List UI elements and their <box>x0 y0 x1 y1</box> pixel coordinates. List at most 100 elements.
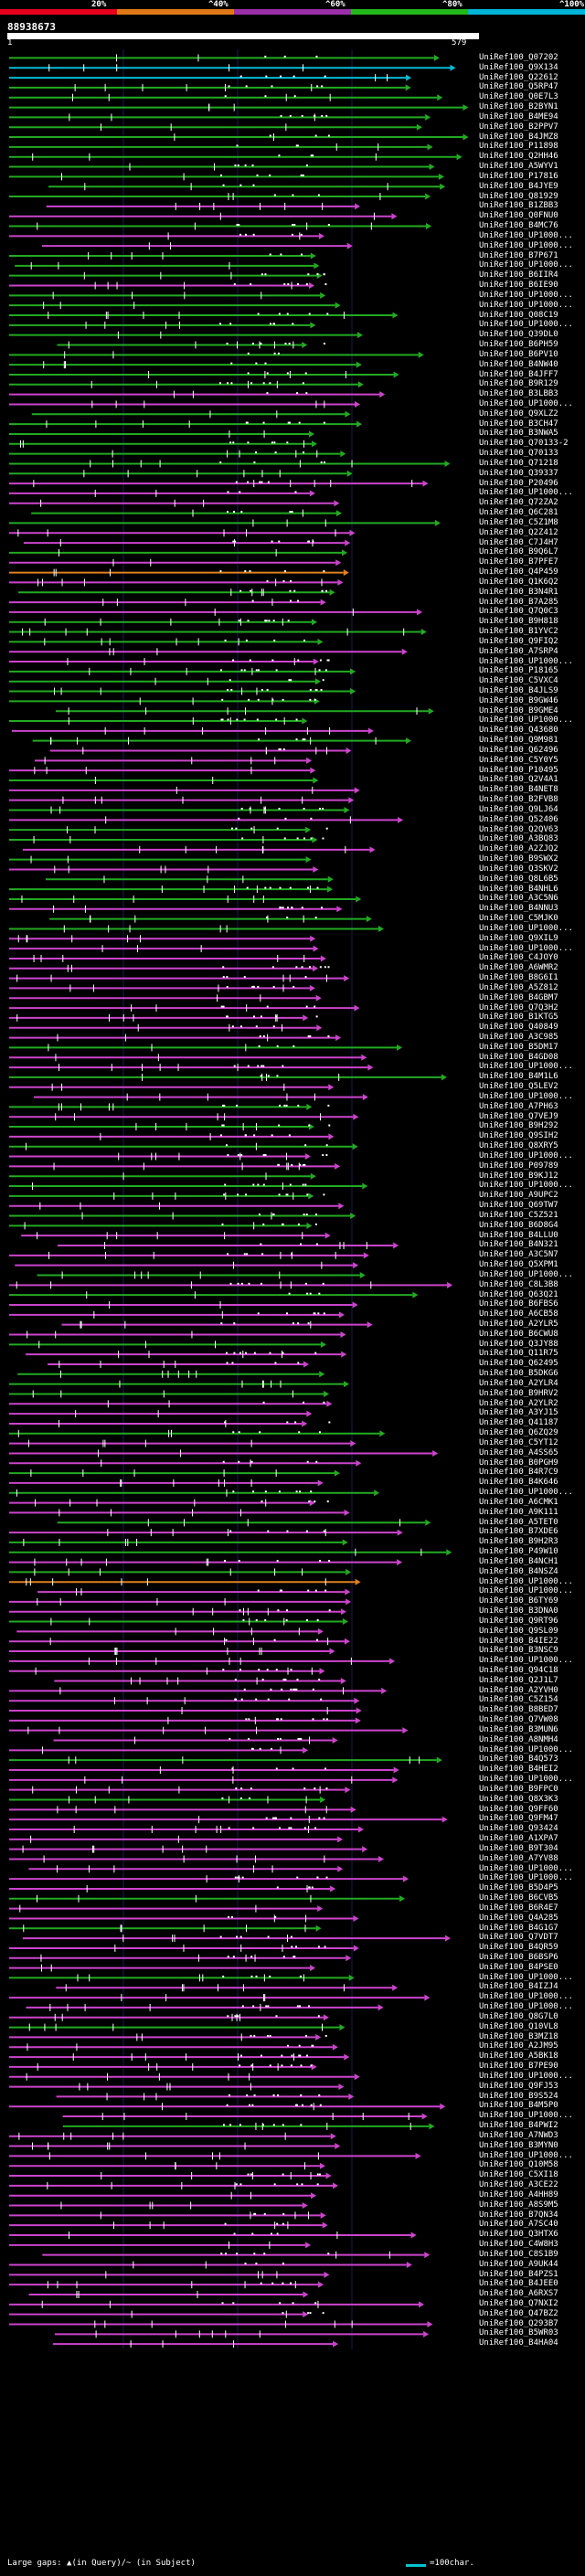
hit-label[interactable]: UniRef100_Q9FIQ2 <box>479 636 558 646</box>
hit-label[interactable]: UniRef100_UP1000... <box>479 320 573 330</box>
hit-label[interactable]: UniRef100_B3NWA5 <box>479 429 558 439</box>
hit-label[interactable]: UniRef100_Q62496 <box>479 745 558 755</box>
hit-label[interactable]: UniRef100_B4HA04 <box>479 2338 558 2348</box>
hit-label[interactable]: UniRef100_B8G6I1 <box>479 973 558 983</box>
hit-label[interactable]: UniRef100_Q62495 <box>479 1359 558 1369</box>
hit-label[interactable]: UniRef100_B6PH59 <box>479 340 558 350</box>
hit-label[interactable]: UniRef100_Q5LEV2 <box>479 1082 558 1092</box>
hit-label[interactable]: UniRef100_B2FVB8 <box>479 795 558 805</box>
hit-label[interactable]: UniRef100_Q5XPM1 <box>479 1260 558 1270</box>
hit-label[interactable]: UniRef100_A7PH63 <box>479 1101 558 1111</box>
hit-label[interactable]: UniRef100_Q8G7L0 <box>479 2011 558 2021</box>
hit-label[interactable]: UniRef100_B3DNA0 <box>479 1606 558 1617</box>
hit-label[interactable]: UniRef100_A3C5N7 <box>479 1250 558 1260</box>
hit-label[interactable]: UniRef100_Q2J1L7 <box>479 1675 558 1685</box>
hit-label[interactable]: UniRef100_UP1000... <box>479 1656 573 1666</box>
hit-label[interactable]: UniRef100_Q9SL09 <box>479 1626 558 1636</box>
hit-label[interactable]: UniRef100_A5WYV1 <box>479 162 558 172</box>
hit-label[interactable]: UniRef100_B4K646 <box>479 1478 558 1488</box>
hit-label[interactable]: UniRef100_B9H2R3 <box>479 1537 558 1547</box>
hit-label[interactable]: UniRef100_Q0FNU0 <box>479 211 558 221</box>
hit-label[interactable]: UniRef100_UP1000... <box>479 2002 573 2012</box>
hit-label[interactable]: UniRef100_A1XPA7 <box>479 1834 558 1844</box>
hit-label[interactable]: UniRef100_Q08C19 <box>479 310 558 320</box>
hit-label[interactable]: UniRef100_C8L3B8 <box>479 1279 558 1289</box>
hit-label[interactable]: UniRef100_C5Y0Y5 <box>479 755 558 765</box>
hit-label[interactable]: UniRef100_A2YVH0 <box>479 1685 558 1695</box>
hit-label[interactable]: UniRef100_P09789 <box>479 1161 558 1171</box>
hit-label[interactable]: UniRef100_Q9FF60 <box>479 1804 558 1814</box>
hit-label[interactable]: UniRef100_Q2HH46 <box>479 152 558 162</box>
hit-label[interactable]: UniRef100_UP1000... <box>479 1873 573 1883</box>
hit-label[interactable]: UniRef100_UP1000... <box>479 2071 573 2081</box>
hit-label[interactable]: UniRef100_UP1000... <box>479 716 573 726</box>
hit-label[interactable]: UniRef100_B4IE22 <box>479 1636 558 1646</box>
hit-label[interactable]: UniRef100_Q10VL8 <box>479 2021 558 2031</box>
hit-label[interactable]: UniRef100_B4ME94 <box>479 111 558 122</box>
hit-label[interactable]: UniRef100_C7J4H7 <box>479 537 558 547</box>
hit-label[interactable]: UniRef100_A5BK18 <box>479 2051 558 2062</box>
hit-label[interactable]: UniRef100_B7PFE7 <box>479 557 558 567</box>
hit-label[interactable]: UniRef100_UP1000... <box>479 1972 573 1982</box>
hit-label[interactable]: UniRef100_A4SS65 <box>479 1447 558 1458</box>
hit-label[interactable]: UniRef100_B4NNU3 <box>479 904 558 914</box>
hit-label[interactable]: UniRef100_B3NSC9 <box>479 1646 558 1656</box>
hit-label[interactable]: UniRef100_Q70133-2 <box>479 439 569 449</box>
hit-label[interactable]: UniRef100_Q9FJ53 <box>479 2081 558 2091</box>
hit-label[interactable]: UniRef100_Q7NXI2 <box>479 2298 558 2308</box>
hit-label[interactable]: UniRef100_B7P671 <box>479 250 558 260</box>
hit-label[interactable]: UniRef100_B4M5P0 <box>479 2101 558 2111</box>
hit-label[interactable]: UniRef100_B5DKG6 <box>479 1369 558 1379</box>
hit-label[interactable]: UniRef100_B9SWX2 <box>479 854 558 864</box>
hit-label[interactable]: UniRef100_Q43680 <box>479 726 558 736</box>
hit-label[interactable]: UniRef100_P49W10 <box>479 1547 558 1557</box>
hit-label[interactable]: UniRef100_Q1K6Q2 <box>479 577 558 587</box>
hit-label[interactable]: UniRef100_B1ZBB3 <box>479 201 558 211</box>
hit-label[interactable]: UniRef100_Q9LJ64 <box>479 804 558 814</box>
hit-label[interactable]: UniRef100_UP1000... <box>479 1181 573 1191</box>
hit-label[interactable]: UniRef100_Q22612 <box>479 72 558 82</box>
hit-label[interactable]: UniRef100_A7SC40 <box>479 2220 558 2230</box>
hit-label[interactable]: UniRef100_UP1000... <box>479 1150 573 1161</box>
hit-label[interactable]: UniRef100_B6TY69 <box>479 1596 558 1606</box>
hit-label[interactable]: UniRef100_UP1000... <box>479 230 573 240</box>
hit-label[interactable]: UniRef100_C5Z154 <box>479 1695 558 1705</box>
hit-label[interactable]: UniRef100_Q7VDT7 <box>479 1933 558 1943</box>
hit-label[interactable]: UniRef100_B4JFF7 <box>479 369 558 379</box>
hit-label[interactable]: UniRef100_B9T304 <box>479 1843 558 1853</box>
hit-label[interactable]: UniRef100_B5DM17 <box>479 1042 558 1052</box>
hit-label[interactable]: UniRef100_Q63Q21 <box>479 1289 558 1299</box>
hit-label[interactable]: UniRef100_Q9RT96 <box>479 1616 558 1626</box>
hit-label[interactable]: UniRef100_A2YLR2 <box>479 1398 558 1408</box>
hit-label[interactable]: UniRef100_A6RXS7 <box>479 2289 558 2299</box>
hit-label[interactable]: UniRef100_B4JYE9 <box>479 181 558 191</box>
hit-label[interactable]: UniRef100_Q2QV63 <box>479 824 558 834</box>
hit-label[interactable]: UniRef100_UP1000... <box>479 1744 573 1754</box>
hit-label[interactable]: UniRef100_A6CMK1 <box>479 1497 558 1507</box>
hit-label[interactable]: UniRef100_Q47BZ2 <box>479 2308 558 2318</box>
hit-label[interactable]: UniRef100_B9R129 <box>479 379 558 389</box>
hit-label[interactable]: UniRef100_Q9SIH2 <box>479 1131 558 1141</box>
hit-label[interactable]: UniRef100_Q9M981 <box>479 736 558 746</box>
hit-label[interactable]: UniRef100_A9K111 <box>479 1507 558 1517</box>
hit-label[interactable]: UniRef100_B2BYN1 <box>479 102 558 112</box>
hit-label[interactable]: UniRef100_B9KJ12 <box>479 1171 558 1181</box>
hit-label[interactable]: UniRef100_UP1000... <box>479 2150 573 2160</box>
hit-label[interactable]: UniRef100_UP1000... <box>479 923 573 933</box>
hit-label[interactable]: UniRef100_B3CH47 <box>479 419 558 429</box>
hit-label[interactable]: UniRef100_B6D8G4 <box>479 1220 558 1230</box>
hit-label[interactable]: UniRef100_Q2Z412 <box>479 527 558 537</box>
hit-label[interactable]: UniRef100_P11898 <box>479 142 558 152</box>
hit-label[interactable]: UniRef100_B4PZS1 <box>479 2269 558 2279</box>
hit-label[interactable]: UniRef100_B4GBM7 <box>479 992 558 1002</box>
hit-label[interactable]: UniRef100_B3MYN0 <box>479 2140 558 2150</box>
hit-label[interactable]: UniRef100_Q8L6B5 <box>479 874 558 884</box>
hit-label[interactable]: UniRef100_P10495 <box>479 765 558 775</box>
hit-label[interactable]: UniRef100_B6IIR4 <box>479 270 558 281</box>
hit-label[interactable]: UniRef100_Q5RP47 <box>479 82 558 92</box>
hit-label[interactable]: UniRef100_B0PGH9 <box>479 1458 558 1468</box>
hit-label[interactable]: UniRef100_B4IZJ4 <box>479 1982 558 1992</box>
hit-label[interactable]: UniRef100_B9H292 <box>479 1121 558 1131</box>
hit-label[interactable]: UniRef100_P18165 <box>479 666 558 676</box>
hit-label[interactable]: UniRef100_Q41187 <box>479 1418 558 1428</box>
